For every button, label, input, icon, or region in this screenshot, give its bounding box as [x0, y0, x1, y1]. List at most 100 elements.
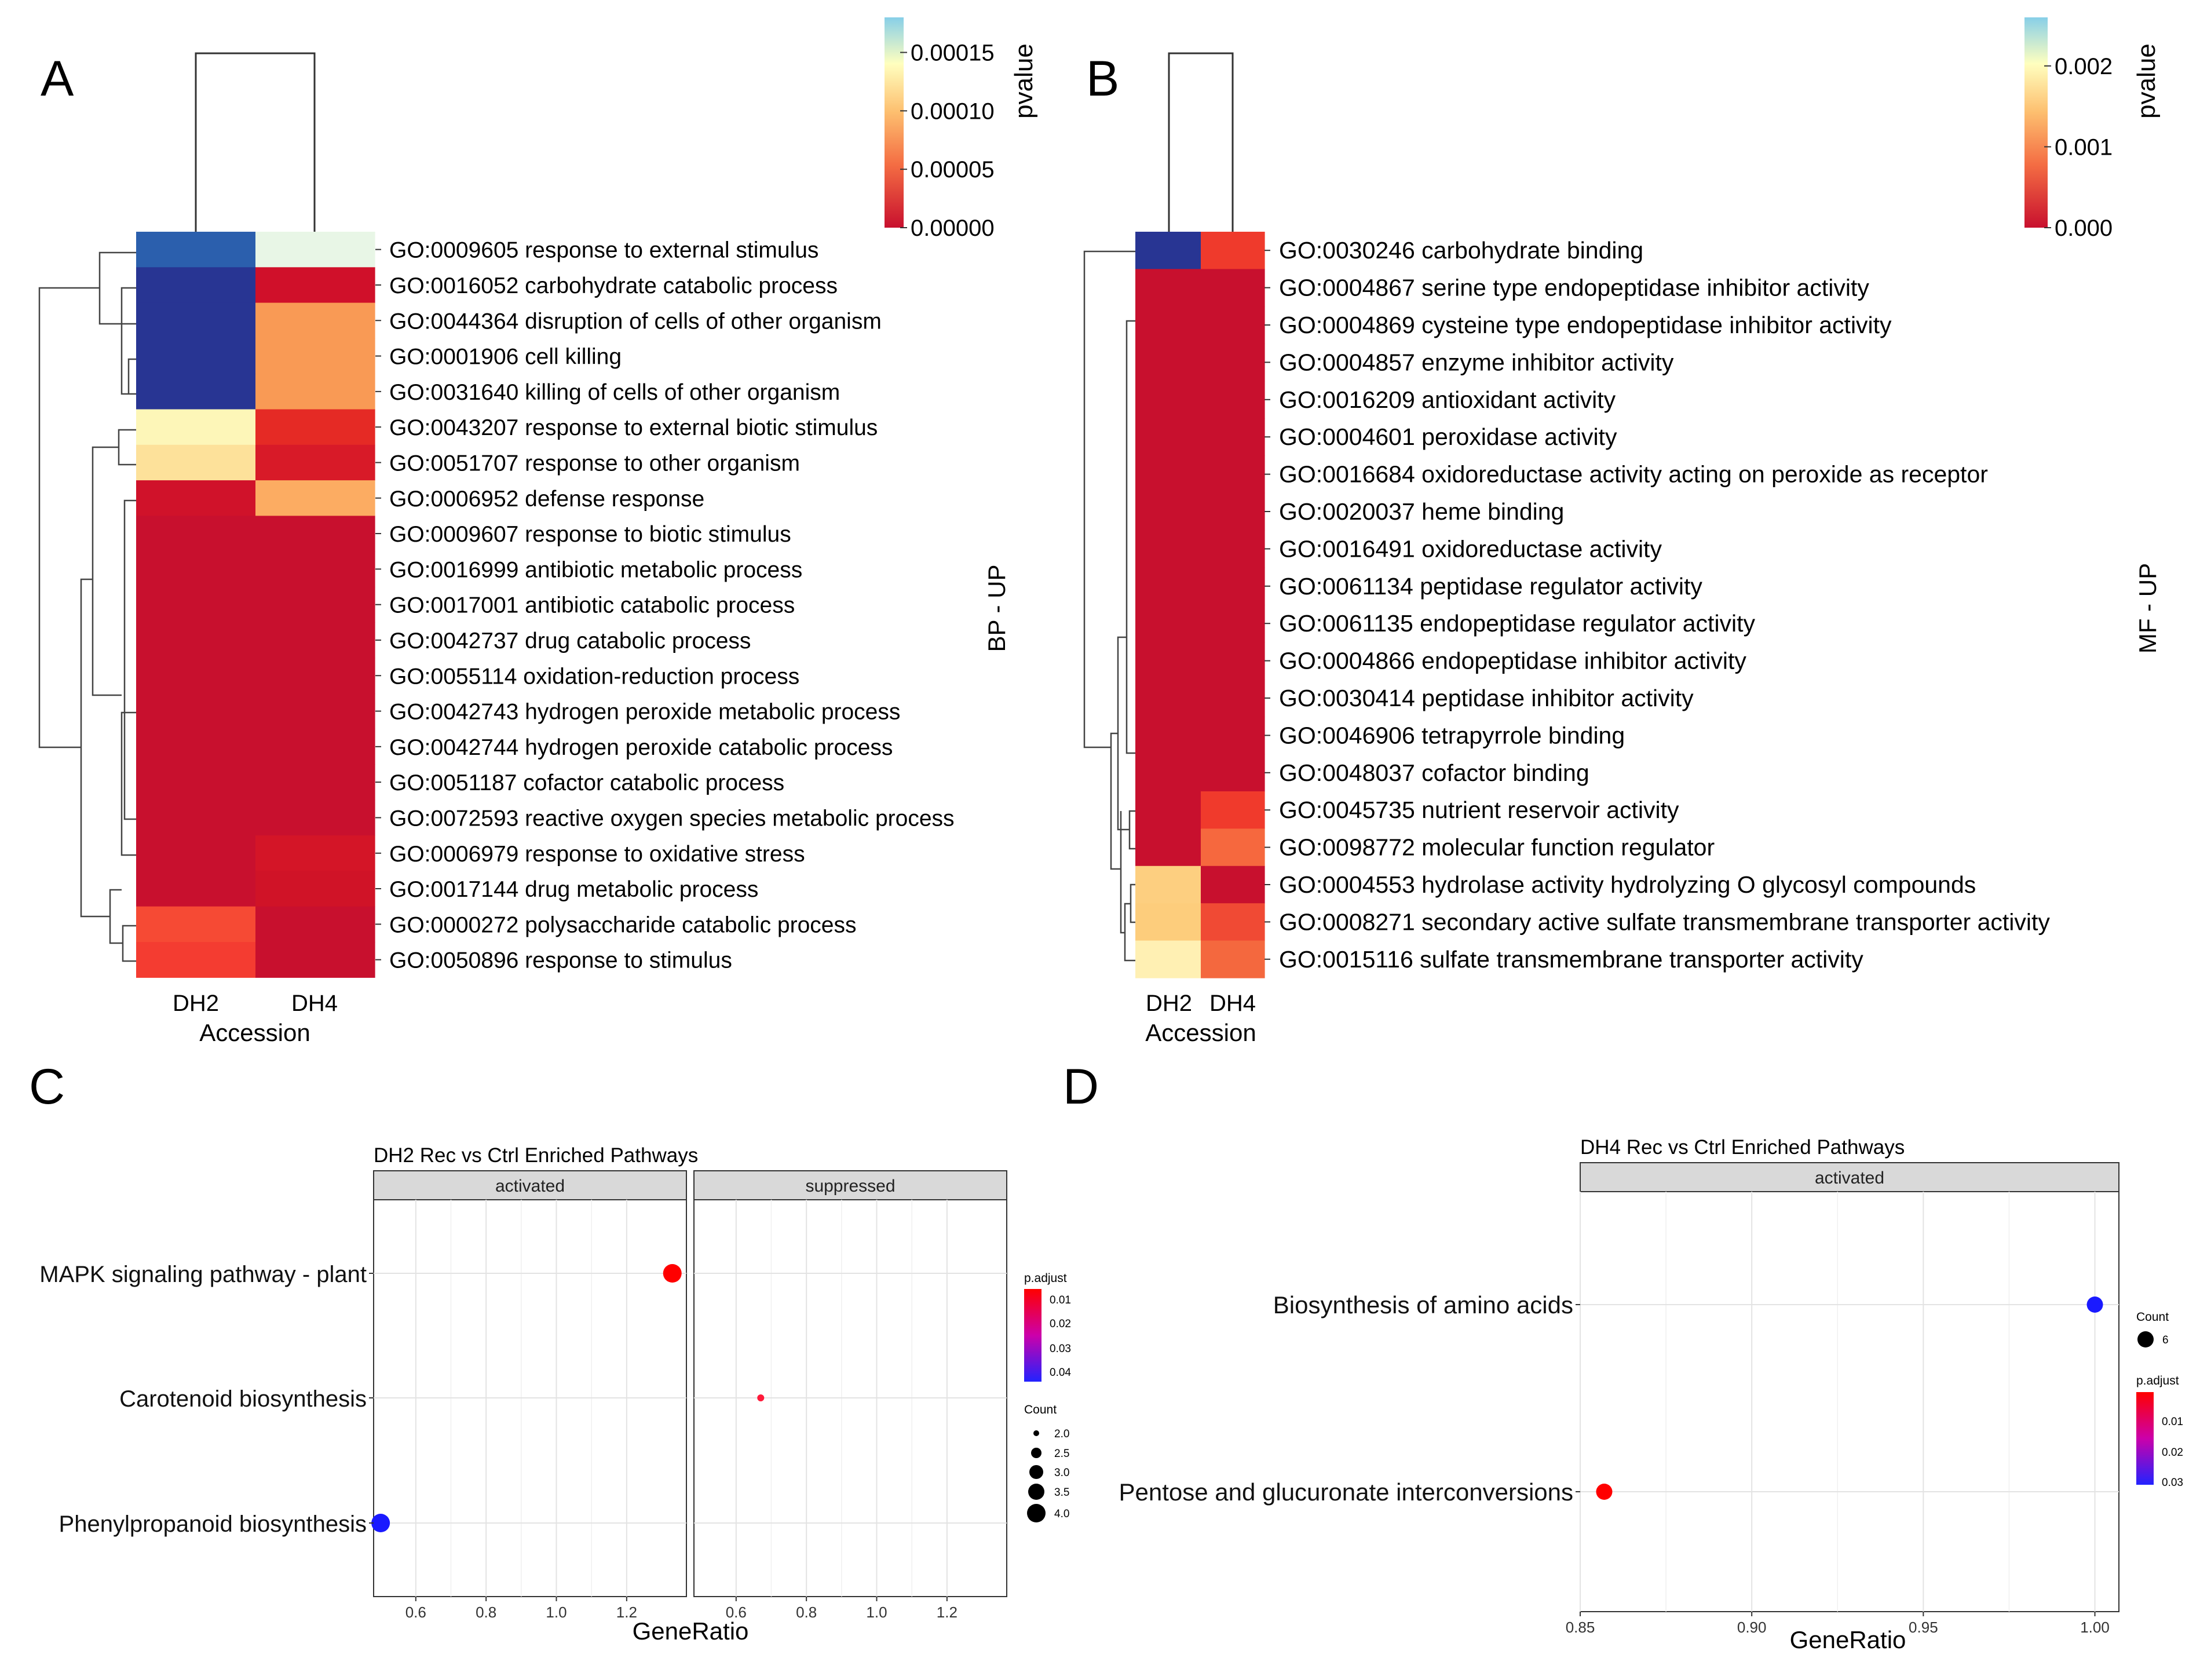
heatmap-a-row-dendrogram	[38, 251, 136, 962]
heatmap-b-cell	[1201, 865, 1265, 904]
heatmap-a-cell	[136, 622, 256, 659]
heatmap-a-cell	[255, 232, 375, 268]
heatmap-a-row-label: GO:0001906 cell killing	[389, 345, 622, 370]
heatmap-a-row-label: GO:0055114 oxidation-reduction process	[389, 664, 799, 689]
dotplot-d-x-tick-label: 1.00	[2080, 1619, 2110, 1636]
dotplot-c-point	[663, 1264, 682, 1283]
dotplot-c-legend-padjust: p.adjust 0.01 0.02 0.03 0.04	[1024, 1272, 1071, 1382]
heatmap-a-cell	[255, 587, 375, 623]
dotplot-c-count-key	[1027, 1504, 1046, 1522]
dotplot-d-padjust-tick: 0.01	[2162, 1416, 2183, 1428]
dotplot-d-title: DH4 Rec vs Ctrl Enriched Pathways	[1580, 1136, 1905, 1159]
heatmap-b-row-label: GO:0016209 antioxidant activity	[1279, 386, 1616, 413]
heatmap-b-cell	[1201, 530, 1265, 568]
heatmap-a-col-label-dh4: DH4	[291, 991, 338, 1016]
heatmap-b-row-label: GO:0020037 heme binding	[1279, 498, 1564, 525]
heatmap-b-row-label: GO:0061135 endopeptidase regulator activ…	[1279, 610, 1756, 637]
heatmap-b-cell	[1201, 605, 1265, 642]
heatmap-a-cell	[255, 871, 375, 907]
dotplot-c-count-key	[1028, 1484, 1044, 1500]
heatmap-a-cell	[136, 587, 256, 623]
heatmap-a-col-label-dh2: DH2	[173, 991, 219, 1016]
dotplot-d-x-tick-label: 0.95	[1909, 1619, 1938, 1636]
heatmap-b-cell	[1135, 717, 1201, 755]
dotplot-c-padjust-gradient	[1024, 1289, 1041, 1382]
heatmap-a-row-label: GO:0009605 response to external stimulus	[389, 238, 818, 263]
heatmap-a-row-label: GO:0031640 killing of cells of other org…	[389, 380, 840, 405]
heatmap-b-cell	[1135, 865, 1201, 904]
dotplot-c-x-tick-label: 1.2	[937, 1604, 958, 1621]
dotplot-c-xlabel: GeneRatio	[633, 1617, 749, 1645]
dotplot-d-facet-strip	[1580, 1162, 2119, 1192]
heatmap-b-cell	[1135, 791, 1201, 829]
dotplot-d-point	[1596, 1484, 1613, 1500]
heatmap-a-row-label: GO:0006952 defense response	[389, 487, 704, 512]
dotplot-d-count-key	[2137, 1331, 2154, 1347]
heatmap-a-cell	[136, 338, 256, 374]
heatmap-a: GO:0009605 response to external stimulus…	[38, 17, 1038, 1046]
heatmap-b-cell	[1135, 344, 1201, 382]
heatmap-a-cell	[255, 444, 375, 481]
dotplot-d-x-tick-label: 0.90	[1737, 1619, 1767, 1636]
heatmap-b-cell	[1135, 642, 1201, 680]
dotplot-c-legend-count: Count 2.0 2.5 3.0 3.5 4.0	[1024, 1403, 1069, 1522]
heatmap-a-cell	[255, 906, 375, 943]
heatmap-b-row-label: GO:0004869 cysteine type endopeptidase i…	[1279, 312, 1892, 338]
heatmap-a-row-label: GO:0017144 drug metabolic process	[389, 877, 758, 902]
heatmap-a-cell	[136, 835, 256, 871]
heatmap-b-cell	[1201, 754, 1265, 792]
dotplot-d-facet-panel	[1580, 1191, 2119, 1612]
dotplot-c-padjust-tick: 0.03	[1050, 1343, 1071, 1355]
dotplot-c-padjust-tick: 0.01	[1050, 1294, 1071, 1306]
heatmap-b-xlabel: Accession	[1145, 1019, 1256, 1046]
colorbar-b-title: pvalue	[2132, 43, 2161, 119]
heatmap-a-cell	[136, 729, 256, 765]
heatmap-b: GO:0030246 carbohydrate binding GO:000486…	[1083, 17, 2161, 1046]
dotplot-c-category-label: Phenylpropanoid biosynthesis	[59, 1511, 367, 1537]
heatmap-b-cell	[1135, 418, 1201, 456]
dotplot-c-x-tick-label: 0.6	[405, 1604, 426, 1621]
heatmap-b-cell	[1135, 455, 1201, 494]
heatmap-b-row-label: GO:0008271 secondary active sulfate tran…	[1279, 908, 2050, 935]
panel-label-a: A	[41, 51, 74, 107]
heatmap-b-row-label: GO:0004601 peroxidase activity	[1279, 423, 1617, 450]
heatmap-b-colorbar-tick-label: 0.001	[2055, 134, 2113, 160]
colorbar-a-ticks: 0.00015 0.00010 0.00005 0.00000	[900, 41, 995, 241]
heatmap-b-cell	[1201, 567, 1265, 605]
heatmap-b-cells	[1135, 232, 1265, 978]
heatmap-a-row-label: GO:0042743 hydrogen peroxide metabolic p…	[389, 700, 900, 725]
heatmap-b-cell	[1201, 455, 1265, 494]
heatmap-b-row-label: GO:0061134 peptidase regulator activity	[1279, 573, 1702, 600]
dotplot-d-point	[2086, 1296, 2103, 1313]
colorbar-b: 0.002 0.001 0.000 pvalue	[2024, 17, 2161, 241]
heatmap-b-cell	[1135, 492, 1201, 531]
heatmap-a-cell	[136, 516, 256, 552]
heatmap-b-row-label: GO:0030246 carbohydrate binding	[1279, 237, 1643, 264]
heatmap-a-row-label: GO:0017001 antibiotic catabolic process	[389, 593, 795, 618]
heatmap-b-cell	[1135, 306, 1201, 344]
colorbar-b-ticks: 0.002 0.001 0.000	[2044, 54, 2113, 241]
heatmap-b-col-label-dh4: DH4	[1209, 991, 1256, 1016]
dotplot-d-padjust-title: p.adjust	[2136, 1374, 2179, 1387]
dotplot-c-facet-label: activated	[495, 1177, 565, 1196]
heatmap-a-row-label: GO:0042737 drug catabolic process	[389, 629, 751, 653]
dotplot-c-count-key	[1031, 1448, 1041, 1458]
heatmap-a-cell	[136, 906, 256, 943]
dotplot-c-facet-strip	[693, 1170, 1007, 1200]
dotplot-c-count-key	[1033, 1430, 1039, 1436]
heatmap-a-row-label: GO:0043207 response to external biotic s…	[389, 415, 878, 440]
heatmap-b-row-label: GO:0046906 tetrapyrrole binding	[1279, 722, 1625, 748]
dotplot-d-padjust-gradient	[2136, 1392, 2154, 1485]
heatmap-a-cell	[255, 835, 375, 871]
heatmap-b-cell	[1201, 232, 1265, 269]
heatmap-a-cell	[136, 302, 256, 339]
heatmap-a-cell	[255, 658, 375, 694]
heatmap-b-cell	[1135, 940, 1201, 978]
heatmap-a-cell	[136, 444, 256, 481]
heatmap-b-column-dendrogram	[1168, 52, 1234, 232]
dotplot-c-count-tick: 3.5	[1054, 1487, 1069, 1499]
colorbar-b-gradient	[2024, 17, 2048, 228]
heatmap-b-cell	[1135, 605, 1201, 642]
panel-label-b: B	[1086, 51, 1119, 107]
